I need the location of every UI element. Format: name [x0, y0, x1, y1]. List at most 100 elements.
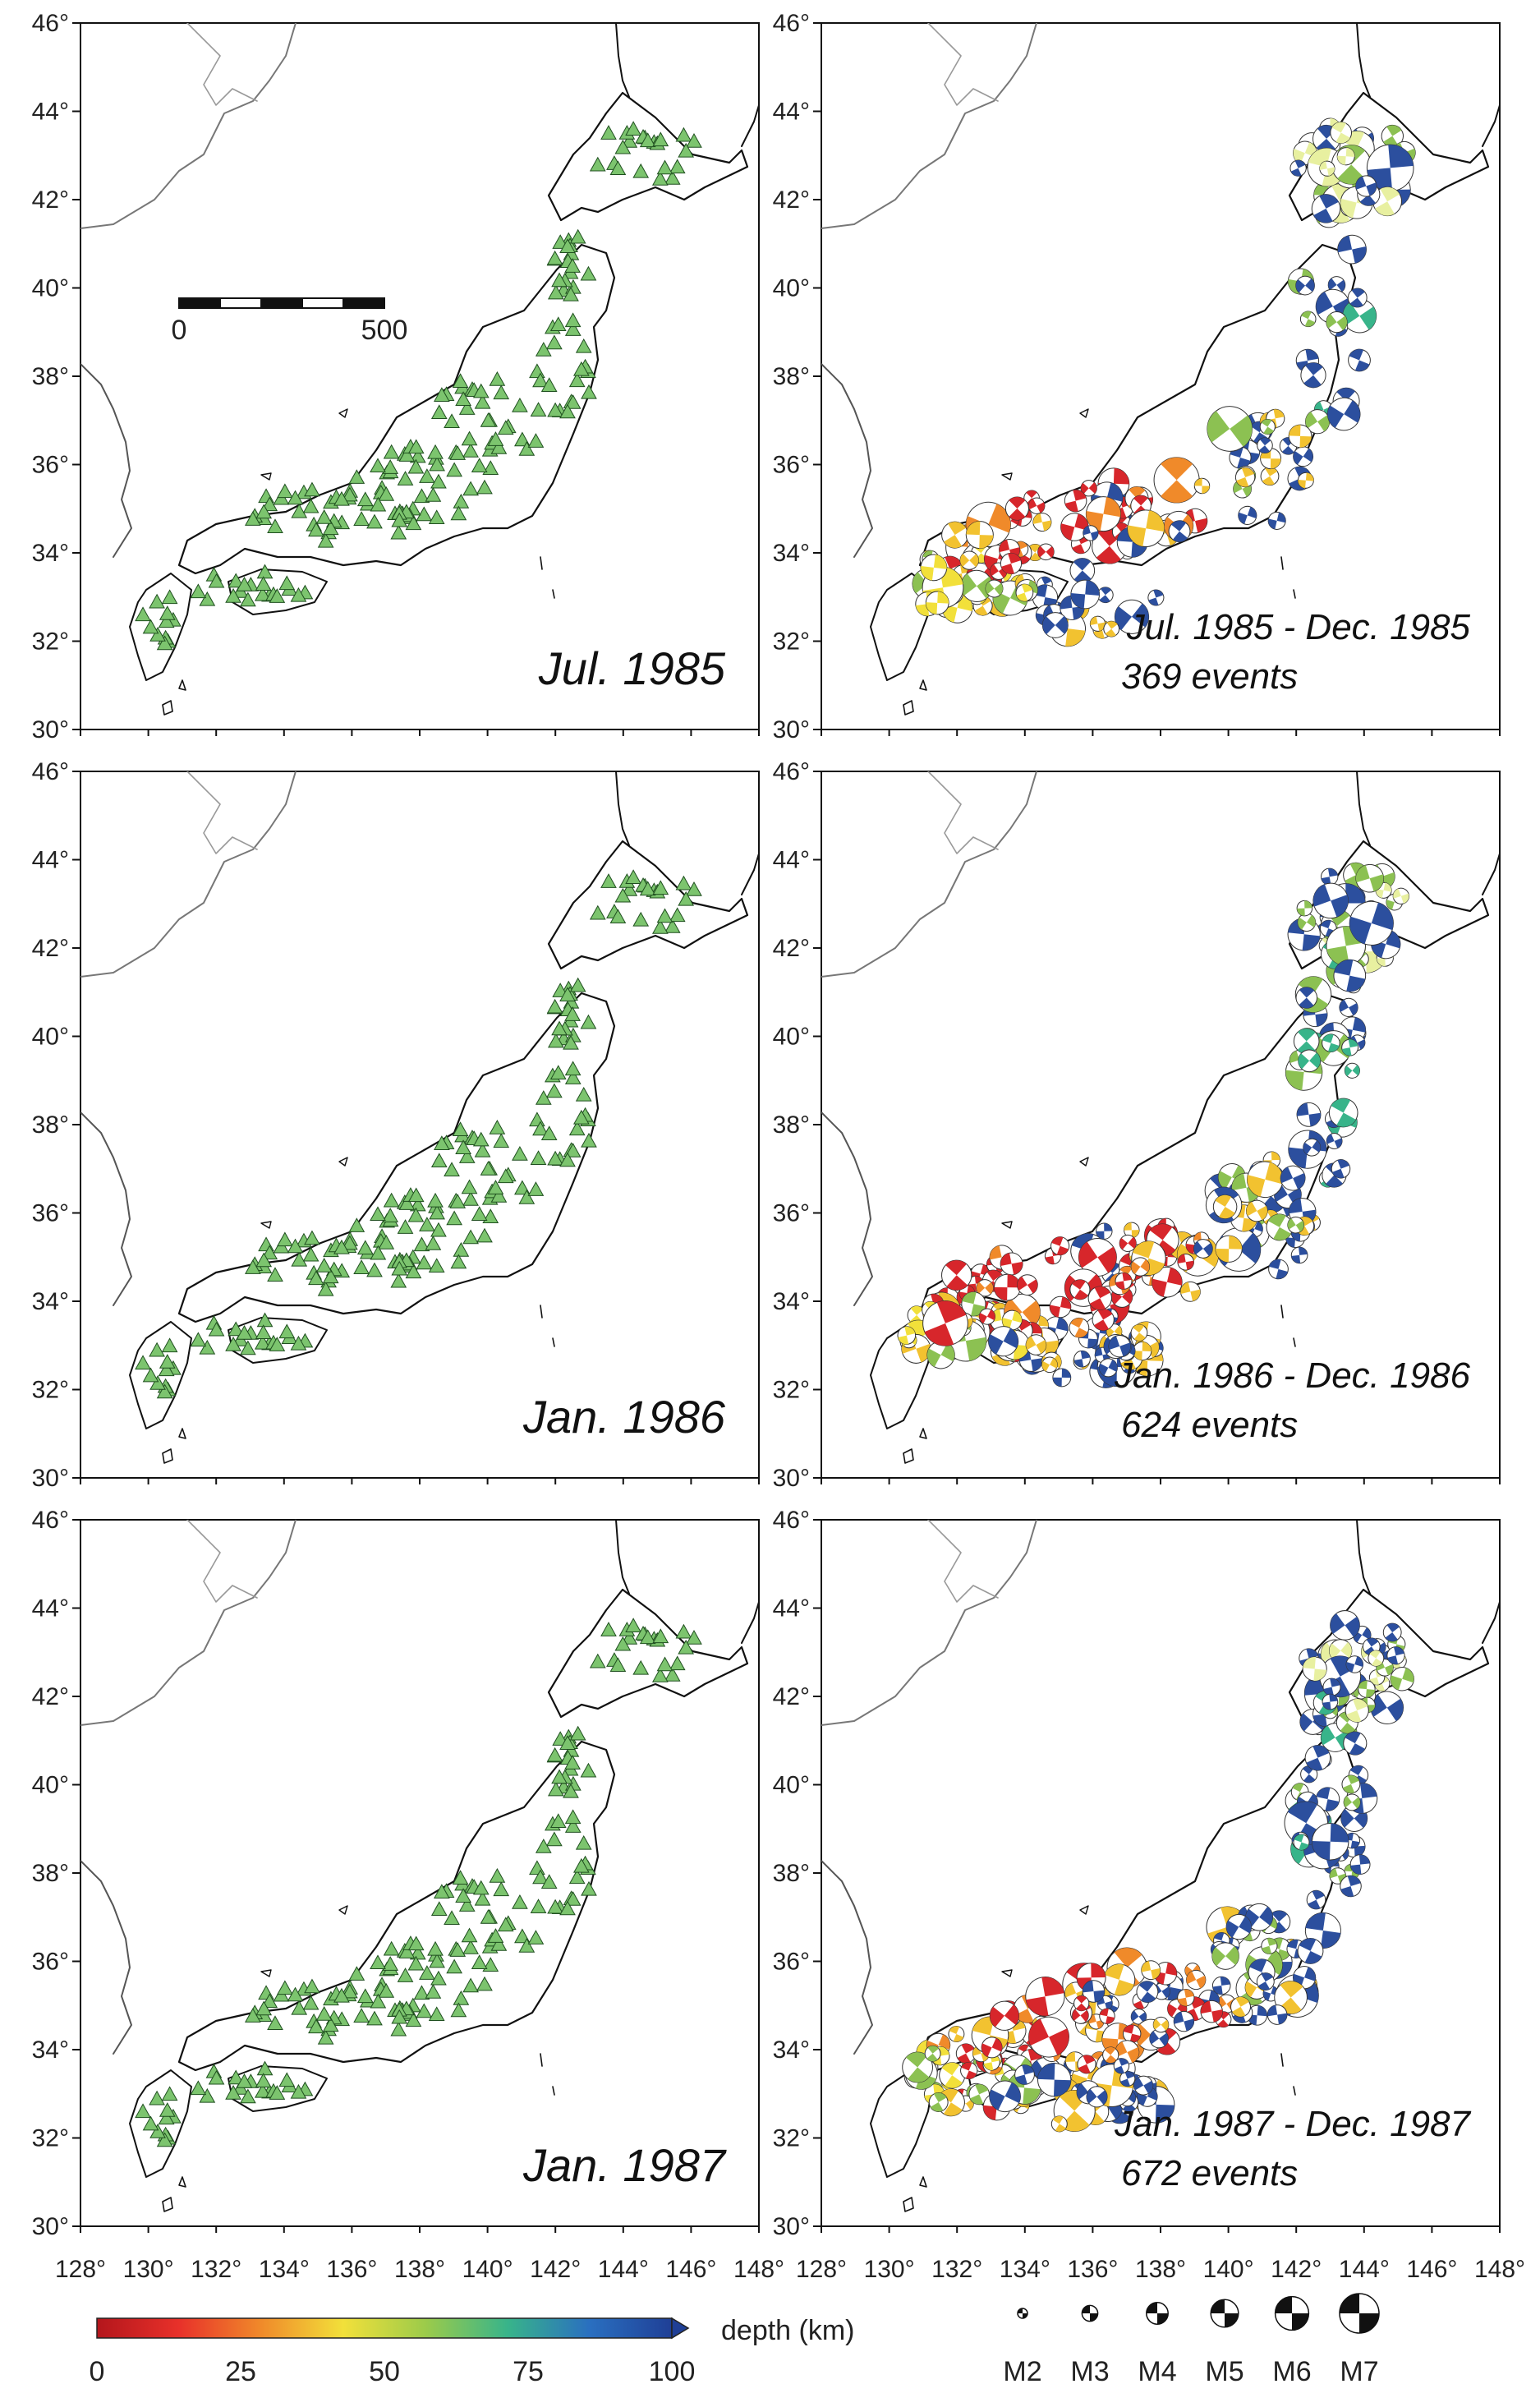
focal-mechanism — [1348, 348, 1371, 372]
focal-mechanism-quadrant — [1106, 2016, 1115, 2024]
lat-tick-label: 44° — [773, 99, 810, 126]
focal-mechanism-quadrant — [1014, 2009, 1034, 2023]
lon-tick-label: 148° — [733, 2256, 784, 2283]
focal-mechanism-quadrant — [1303, 1657, 1316, 1669]
colorbar-label: depth (km) — [721, 2315, 855, 2346]
focal-mechanism — [1124, 1222, 1140, 1239]
station-marker — [378, 486, 395, 501]
focal-mechanism-quadrant — [1299, 435, 1312, 448]
focal-mechanism — [1311, 194, 1341, 223]
focal-mechanism-quadrant — [1263, 426, 1274, 435]
focal-mechanism-quadrant — [941, 2062, 960, 2076]
focal-mechanism-quadrant — [1402, 1668, 1414, 1683]
station-marker — [429, 1204, 445, 1220]
focal-mechanism — [939, 2062, 966, 2089]
focal-mechanism-quadrant — [1319, 161, 1327, 170]
scale-bar-zero: 0 — [172, 315, 187, 346]
focal-mechanism — [1186, 1969, 1207, 1990]
focal-mechanism-quadrant — [1299, 1217, 1313, 1227]
station-marker — [600, 1622, 617, 1636]
focal-mechanism — [1297, 472, 1314, 489]
focal-mechanism-quadrant — [948, 522, 967, 536]
focal-mechanism-quadrant — [938, 2034, 950, 2050]
focal-mechanism-quadrant — [1335, 132, 1350, 144]
map-content — [80, 771, 759, 1465]
focal-mechanism-quadrant — [1321, 920, 1331, 929]
event-period-label: Jul. 1985 - Dec. 1985 — [1126, 607, 1471, 647]
magnitude-symbol — [1146, 2302, 1169, 2325]
focal-mechanism-quadrant — [1289, 1050, 1300, 1063]
focal-mechanism — [1092, 1308, 1115, 1331]
focal-mechanism — [1212, 1194, 1238, 1219]
focal-mechanism-quadrant — [1141, 1961, 1152, 1972]
lat-tick-label: 36° — [773, 1200, 810, 1227]
station-marker — [236, 2073, 253, 2088]
focal-mechanism-quadrant — [1376, 888, 1384, 899]
focal-mechanism-quadrant — [1031, 1358, 1043, 1372]
focal-mechanism — [1064, 489, 1087, 513]
station-marker — [453, 1990, 470, 2005]
focal-mechanism-quadrant — [1194, 478, 1202, 486]
focal-mechanism — [1103, 620, 1120, 637]
focal-mechanism-quadrant — [1354, 1656, 1363, 1667]
station-marker — [664, 170, 681, 185]
focal-mechanism-quadrant — [1336, 388, 1356, 402]
station-marker — [269, 2085, 286, 2100]
focal-mechanism-quadrant — [1246, 1201, 1257, 1217]
focal-mechanism-quadrant — [969, 2094, 984, 2105]
focal-mechanism-quadrant — [1217, 2019, 1229, 2027]
focal-mechanism-quadrant — [1313, 1668, 1327, 1681]
lat-tick-label: 40° — [32, 1772, 69, 1799]
focal-mechanism-quadrant — [1312, 1714, 1327, 1727]
station-marker — [487, 1180, 504, 1194]
focal-mechanism-quadrant — [1041, 577, 1052, 585]
station-marker — [563, 1034, 579, 1050]
station-marker — [535, 1839, 552, 1853]
focal-mechanism-quadrant — [1298, 976, 1323, 995]
station-marker — [664, 918, 681, 933]
focal-mechanism-quadrant — [1344, 1796, 1353, 1808]
focal-mechanism-quadrant — [1073, 558, 1091, 571]
focal-mechanism — [1017, 1274, 1038, 1296]
focal-mechanism-quadrant — [1133, 495, 1148, 506]
scale-bar-segment — [260, 297, 303, 309]
focal-mechanism-quadrant — [1149, 2031, 1160, 2045]
lon-tick-label: 130° — [123, 2256, 174, 2283]
station-marker — [532, 1869, 549, 1885]
focal-mechanism-quadrant — [1097, 622, 1106, 632]
focal-mechanism-quadrant — [1081, 482, 1089, 495]
map-content — [821, 771, 1500, 1465]
focal-mechanism-quadrant — [1321, 1725, 1335, 1746]
station-marker — [632, 911, 650, 927]
station-marker — [546, 1747, 563, 1762]
focal-mechanism-quadrant — [1133, 1324, 1145, 1333]
focal-mechanism-quadrant — [1369, 874, 1384, 892]
focal-mechanism-quadrant — [1331, 895, 1349, 918]
focal-mechanism-quadrant — [1347, 1775, 1359, 1784]
focal-mechanism-quadrant — [905, 2052, 927, 2068]
focal-mechanism-quadrant — [1352, 246, 1367, 264]
focal-mechanism-quadrant — [1088, 482, 1097, 494]
station-marker — [656, 1656, 673, 1672]
focal-mechanism — [1073, 1995, 1090, 2012]
station-marker — [551, 1769, 568, 1784]
focal-mechanism — [978, 1308, 995, 1325]
focal-mechanism-quadrant — [1285, 1237, 1296, 1248]
station-marker — [159, 1354, 176, 1369]
focal-mechanism-quadrant — [1366, 182, 1377, 196]
focal-mechanism-quadrant — [1017, 1276, 1027, 1291]
focal-mechanism — [1060, 513, 1089, 541]
focal-mechanism-quadrant — [1316, 1038, 1334, 1063]
focal-mechanism-quadrant — [1146, 510, 1165, 532]
station-marker — [568, 1869, 586, 1885]
station-marker — [632, 163, 650, 178]
focal-mechanism-quadrant — [1099, 1363, 1109, 1376]
focal-mechanism-quadrant — [1349, 863, 1367, 876]
focal-mechanism-quadrant — [1267, 2004, 1278, 2017]
focal-mechanism-quadrant — [1153, 589, 1164, 598]
focal-mechanism-quadrant — [1097, 1246, 1117, 1273]
focal-mechanism — [1014, 2064, 1035, 2085]
station-marker — [240, 2088, 256, 2104]
focal-mechanism — [1096, 1222, 1113, 1240]
station-marker — [353, 2008, 370, 2023]
